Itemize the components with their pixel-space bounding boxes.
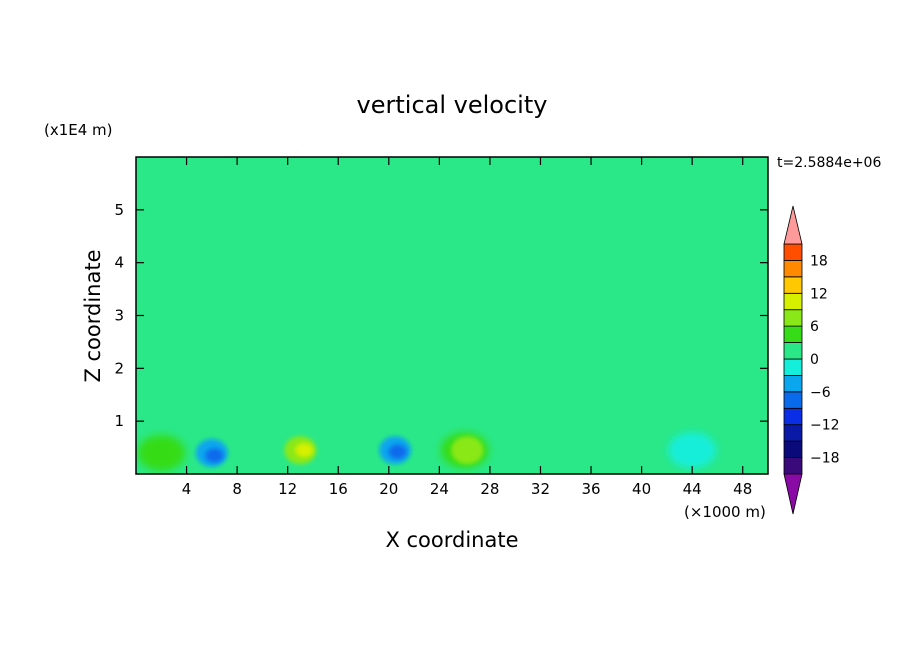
contour-band: [136, 415, 768, 428]
contour-band: [136, 220, 768, 233]
colorbar-tick-label: 18: [810, 253, 828, 269]
velocity-feature: [295, 443, 314, 458]
contour-band: [136, 317, 768, 330]
x-tick-label: 40: [632, 480, 651, 498]
contour-band: [136, 232, 768, 246]
contour-band: [136, 342, 768, 355]
y-tick-label: 3: [114, 307, 124, 325]
colorbar-swatch: [783, 342, 803, 360]
contour-band: [136, 183, 768, 196]
colorbar-over-arrow: [783, 205, 803, 245]
y-tick-label: 5: [114, 201, 124, 219]
y-tick-label: 2: [114, 359, 124, 377]
colorbar-tick-label: 12: [810, 286, 828, 302]
x-axis-label: X coordinate: [385, 528, 518, 552]
contour-band: [136, 257, 768, 270]
velocity-feature: [668, 432, 717, 469]
colorbar-tick-label: −6: [810, 385, 831, 401]
colorbar-swatch: [783, 424, 803, 442]
contour-band: [136, 330, 768, 343]
y-unit-label: (x1E4 m): [44, 121, 113, 139]
x-axis-ticks: 4 8 12 16 20 24 28 32 36 40 44 48: [182, 157, 752, 498]
colorbar-swatch: [783, 325, 803, 343]
contour-band: [136, 269, 768, 282]
contour-band: [136, 391, 768, 403]
colorbar-tick-label: 0: [810, 352, 819, 368]
contour-band: [136, 354, 768, 366]
colorbar-swatch: [783, 309, 803, 327]
chart-title: vertical velocity: [357, 91, 548, 119]
x-tick-label: 36: [581, 480, 600, 498]
colorbar-tick-label: 6: [810, 319, 819, 335]
contour-band: [136, 464, 768, 474]
colorbar-swatch: [783, 374, 803, 393]
velocity-feature: [205, 448, 224, 463]
colorbar-swatch: [783, 457, 803, 475]
colorbar-swatch: [783, 391, 803, 409]
colorbar-under-arrow: [783, 473, 803, 515]
x-tick-label: 24: [430, 480, 449, 498]
colorbar-swatch: [783, 407, 803, 426]
x-tick-label: 32: [531, 480, 550, 498]
x-tick-label: 12: [278, 480, 297, 498]
y-tick-label: 1: [114, 412, 124, 430]
x-tick-label: 28: [480, 480, 499, 498]
x-tick-label: 48: [733, 480, 752, 498]
velocity-feature: [451, 436, 484, 465]
contour-band: [136, 366, 768, 379]
colorbar-tick-label: −18: [810, 451, 840, 467]
contour-band: [136, 208, 768, 221]
velocity-features: [137, 432, 717, 471]
contour-band: [136, 379, 768, 392]
colorbar-swatch: [783, 276, 803, 294]
y-tick-label: 4: [114, 254, 124, 272]
contour-band: [136, 159, 768, 172]
colorbar-swatch: [783, 440, 803, 458]
contour-band: [136, 404, 768, 416]
velocity-feature: [137, 434, 186, 471]
contour-band: [136, 172, 768, 185]
plot-area: [135, 156, 769, 475]
contour-band: [136, 195, 768, 209]
x-tick-label: 4: [182, 480, 192, 498]
contour-band: [136, 427, 768, 440]
colorbar: 18 12 6 0 −6 −12 −18: [783, 205, 840, 515]
contour-band: [136, 293, 768, 305]
y-axis-label: Z coordinate: [81, 249, 105, 382]
contour-band: [136, 440, 768, 452]
contour-band: [136, 305, 768, 319]
contour-band: [136, 245, 768, 256]
contour-field: [136, 159, 768, 474]
x-tick-label: 8: [232, 480, 242, 498]
time-label: t=2.5884e+06: [777, 155, 881, 171]
colorbar-swatch: [783, 259, 803, 278]
velocity-feature: [388, 444, 407, 459]
x-unit-label: (×1000 m): [684, 503, 766, 521]
y-axis-ticks: 1 2 3 4 5: [114, 201, 768, 430]
colorbar-swatch: [783, 243, 803, 261]
x-tick-label: 44: [683, 480, 702, 498]
colorbar-swatch: [783, 358, 803, 376]
colorbar-tick-label: −12: [810, 418, 840, 434]
x-tick-label: 16: [329, 480, 348, 498]
contour-band: [136, 281, 768, 293]
x-tick-label: 20: [379, 480, 398, 498]
colorbar-swatch: [783, 292, 803, 311]
